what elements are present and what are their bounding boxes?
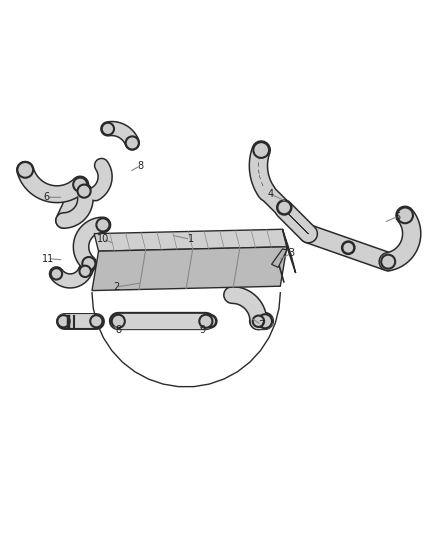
Circle shape	[90, 315, 102, 327]
Circle shape	[79, 265, 91, 277]
Circle shape	[342, 241, 354, 254]
Circle shape	[204, 315, 216, 327]
Circle shape	[51, 268, 62, 279]
Text: 2: 2	[113, 282, 119, 292]
Circle shape	[73, 177, 87, 192]
Circle shape	[82, 257, 95, 270]
Circle shape	[78, 184, 91, 198]
Circle shape	[57, 315, 70, 327]
Circle shape	[18, 162, 33, 178]
Text: 8: 8	[115, 326, 121, 335]
Text: 4: 4	[268, 189, 274, 199]
Circle shape	[102, 123, 114, 135]
Circle shape	[277, 200, 291, 214]
Circle shape	[258, 314, 272, 328]
Circle shape	[112, 314, 125, 328]
Text: 1: 1	[187, 235, 194, 244]
Text: 8: 8	[137, 161, 143, 171]
Polygon shape	[283, 229, 296, 273]
Text: 7: 7	[258, 320, 265, 330]
Polygon shape	[92, 247, 287, 290]
Circle shape	[381, 255, 395, 269]
Circle shape	[199, 314, 212, 328]
Circle shape	[96, 219, 110, 231]
Circle shape	[397, 207, 413, 223]
Polygon shape	[272, 249, 287, 268]
Circle shape	[253, 316, 264, 327]
Text: 9: 9	[199, 326, 205, 335]
Text: 6: 6	[43, 192, 49, 203]
Text: 10: 10	[97, 234, 109, 244]
Circle shape	[253, 142, 269, 158]
Polygon shape	[94, 229, 287, 251]
Text: 3: 3	[288, 248, 294, 259]
Circle shape	[126, 136, 139, 150]
Text: 5: 5	[394, 212, 400, 222]
Text: 11: 11	[42, 254, 54, 264]
